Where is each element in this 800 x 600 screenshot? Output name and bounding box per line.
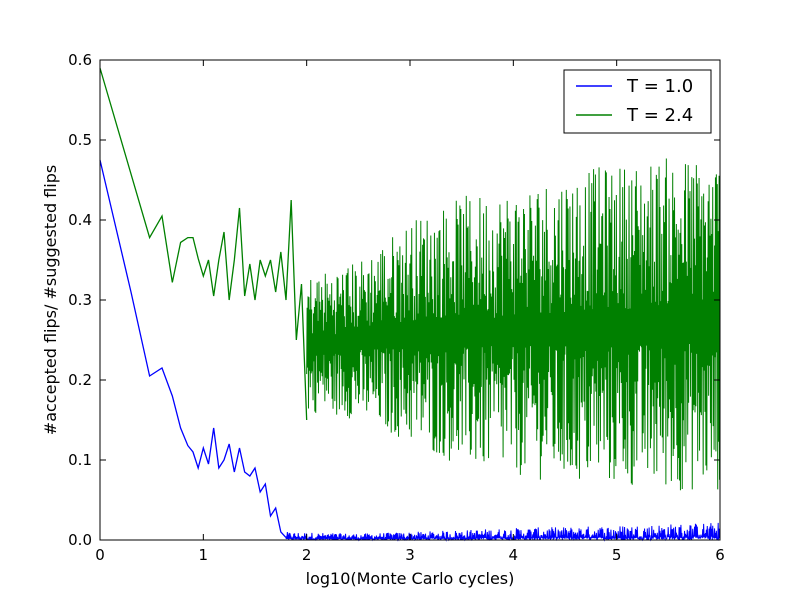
x-tick-label: 1: [199, 546, 209, 564]
x-tick-label: 0: [95, 546, 105, 564]
y-axis-ticks: 0.0 0.1 0.2 0.3 0.4 0.5 0.6: [68, 51, 720, 549]
x-tick-label: 3: [405, 546, 415, 564]
y-tick-label: 0.6: [68, 51, 92, 69]
x-tick-label: 2: [302, 546, 312, 564]
legend: T = 1.0 T = 2.4: [563, 69, 712, 134]
y-tick-label: 0.1: [68, 451, 92, 469]
legend-label-t24: T = 2.4: [626, 105, 693, 126]
series-band-t24: [306, 158, 721, 491]
legend-label-t1: T = 1.0: [626, 76, 693, 97]
y-tick-label: 0.5: [68, 131, 92, 149]
y-tick-label: 0.4: [68, 211, 92, 229]
series-bands: [285, 158, 721, 542]
y-tick-label: 0.2: [68, 371, 92, 389]
y-tick-label: 0.0: [68, 531, 92, 549]
x-axis-label: log10(Monte Carlo cycles): [306, 569, 515, 588]
y-axis-label: #accepted flips/ #suggested flips: [41, 165, 60, 435]
x-tick-label: 6: [715, 546, 725, 564]
x-axis-ticks: 0 1 2 3 4 5 6: [95, 60, 725, 564]
series-lines: [99, 67, 308, 539]
legend-box: [563, 69, 712, 134]
series-line-t1: [99, 159, 287, 539]
y-tick-label: 0.3: [68, 291, 92, 309]
series-line-t24: [99, 67, 308, 421]
x-tick-label: 5: [612, 546, 622, 564]
series-band-t1: [285, 522, 721, 542]
x-tick-label: 4: [509, 546, 519, 564]
